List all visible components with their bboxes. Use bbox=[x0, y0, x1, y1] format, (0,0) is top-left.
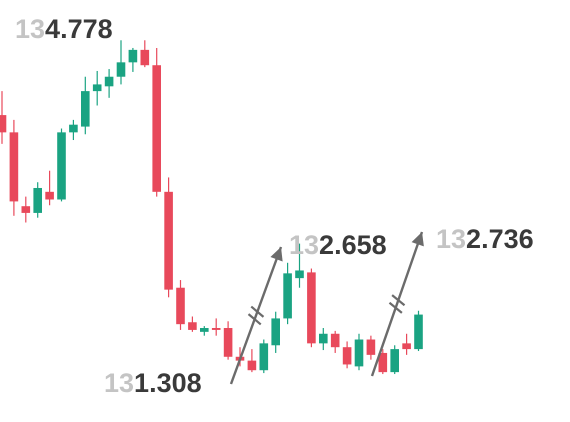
arrow-line bbox=[229, 246, 283, 385]
candle-up bbox=[81, 91, 90, 127]
candle-down bbox=[223, 328, 233, 357]
candles bbox=[0, 40, 423, 375]
candle-down bbox=[45, 191, 54, 200]
candle-up bbox=[33, 187, 42, 213]
arrow-break-mark bbox=[391, 294, 406, 307]
candle-down bbox=[211, 328, 221, 330]
arrow-line bbox=[370, 231, 424, 377]
candle-up bbox=[200, 328, 209, 332]
candle-down bbox=[152, 65, 161, 192]
candle-up bbox=[92, 84, 102, 92]
candle-up bbox=[116, 62, 126, 77]
candle-up bbox=[69, 124, 78, 133]
candle-up bbox=[390, 349, 399, 373]
candle-down bbox=[330, 333, 340, 348]
projection-arrow-2 bbox=[370, 231, 424, 377]
candle-up bbox=[57, 132, 66, 200]
label-target-2: 132.736 bbox=[436, 224, 534, 254]
label-low: 131.308 bbox=[104, 368, 202, 398]
candle-up bbox=[283, 273, 292, 319]
candle-down bbox=[402, 343, 411, 350]
candle-up bbox=[319, 333, 328, 344]
candle-up bbox=[271, 318, 280, 346]
candle-down bbox=[140, 49, 150, 66]
candle-up bbox=[354, 339, 364, 367]
arrow-break-mark bbox=[250, 305, 265, 318]
label-high: 134.778 bbox=[15, 14, 113, 44]
candle-down bbox=[0, 115, 7, 133]
candle-down bbox=[366, 339, 376, 355]
candle-down bbox=[307, 272, 316, 344]
candle-up bbox=[414, 314, 423, 350]
candle-down bbox=[9, 132, 19, 202]
candle-down bbox=[247, 360, 257, 371]
projection-arrow-1 bbox=[229, 246, 283, 385]
candle-up bbox=[295, 270, 304, 279]
arrow-head bbox=[411, 232, 424, 247]
candle-down bbox=[378, 352, 388, 373]
candle-up bbox=[259, 343, 269, 371]
candle-down bbox=[188, 322, 197, 330]
candle-up bbox=[128, 49, 138, 63]
candle-up bbox=[104, 76, 114, 87]
arrow-break-mark bbox=[247, 313, 262, 326]
price-labels: 134.778 131.308 132.658 132.736 bbox=[15, 14, 534, 398]
candle-down bbox=[176, 287, 185, 325]
arrow-break-mark bbox=[388, 301, 403, 314]
arrow-head bbox=[270, 247, 283, 262]
candle-down bbox=[342, 347, 352, 365]
candle-down bbox=[164, 191, 173, 290]
label-target-1: 132.658 bbox=[289, 230, 387, 260]
candle-down bbox=[21, 206, 31, 213]
projection-arrows bbox=[229, 231, 424, 385]
